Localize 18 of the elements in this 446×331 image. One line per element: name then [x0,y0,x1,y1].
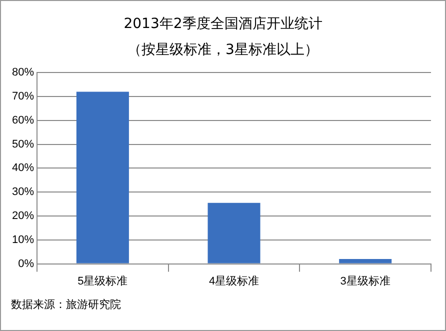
source-note: 数据来源：旅游研究院 [11,297,121,312]
y-tick-label: 0% [18,258,34,270]
y-tick-label: 50% [12,138,34,150]
y-tick-label: 80% [12,66,34,79]
y-tick-label: 70% [12,90,34,103]
x-tick-label: 4星级标准 [208,274,260,288]
chart-subtitle: （按星级标准，3星标准以上） [126,41,320,59]
y-tick-label: 10% [12,234,34,246]
y-tick-label: 40% [12,162,34,174]
y-tick-label: 20% [12,210,34,222]
y-tick-label: 60% [12,114,34,126]
chart-title: 2013年2季度全国酒店开业统计 [122,15,324,33]
bar [76,92,129,264]
x-tick-label: 5星级标准 [78,274,128,288]
bar [339,259,392,264]
bar [208,202,260,264]
x-tick-label: 3星级标准 [340,274,390,288]
y-tick-label: 30% [12,186,34,198]
